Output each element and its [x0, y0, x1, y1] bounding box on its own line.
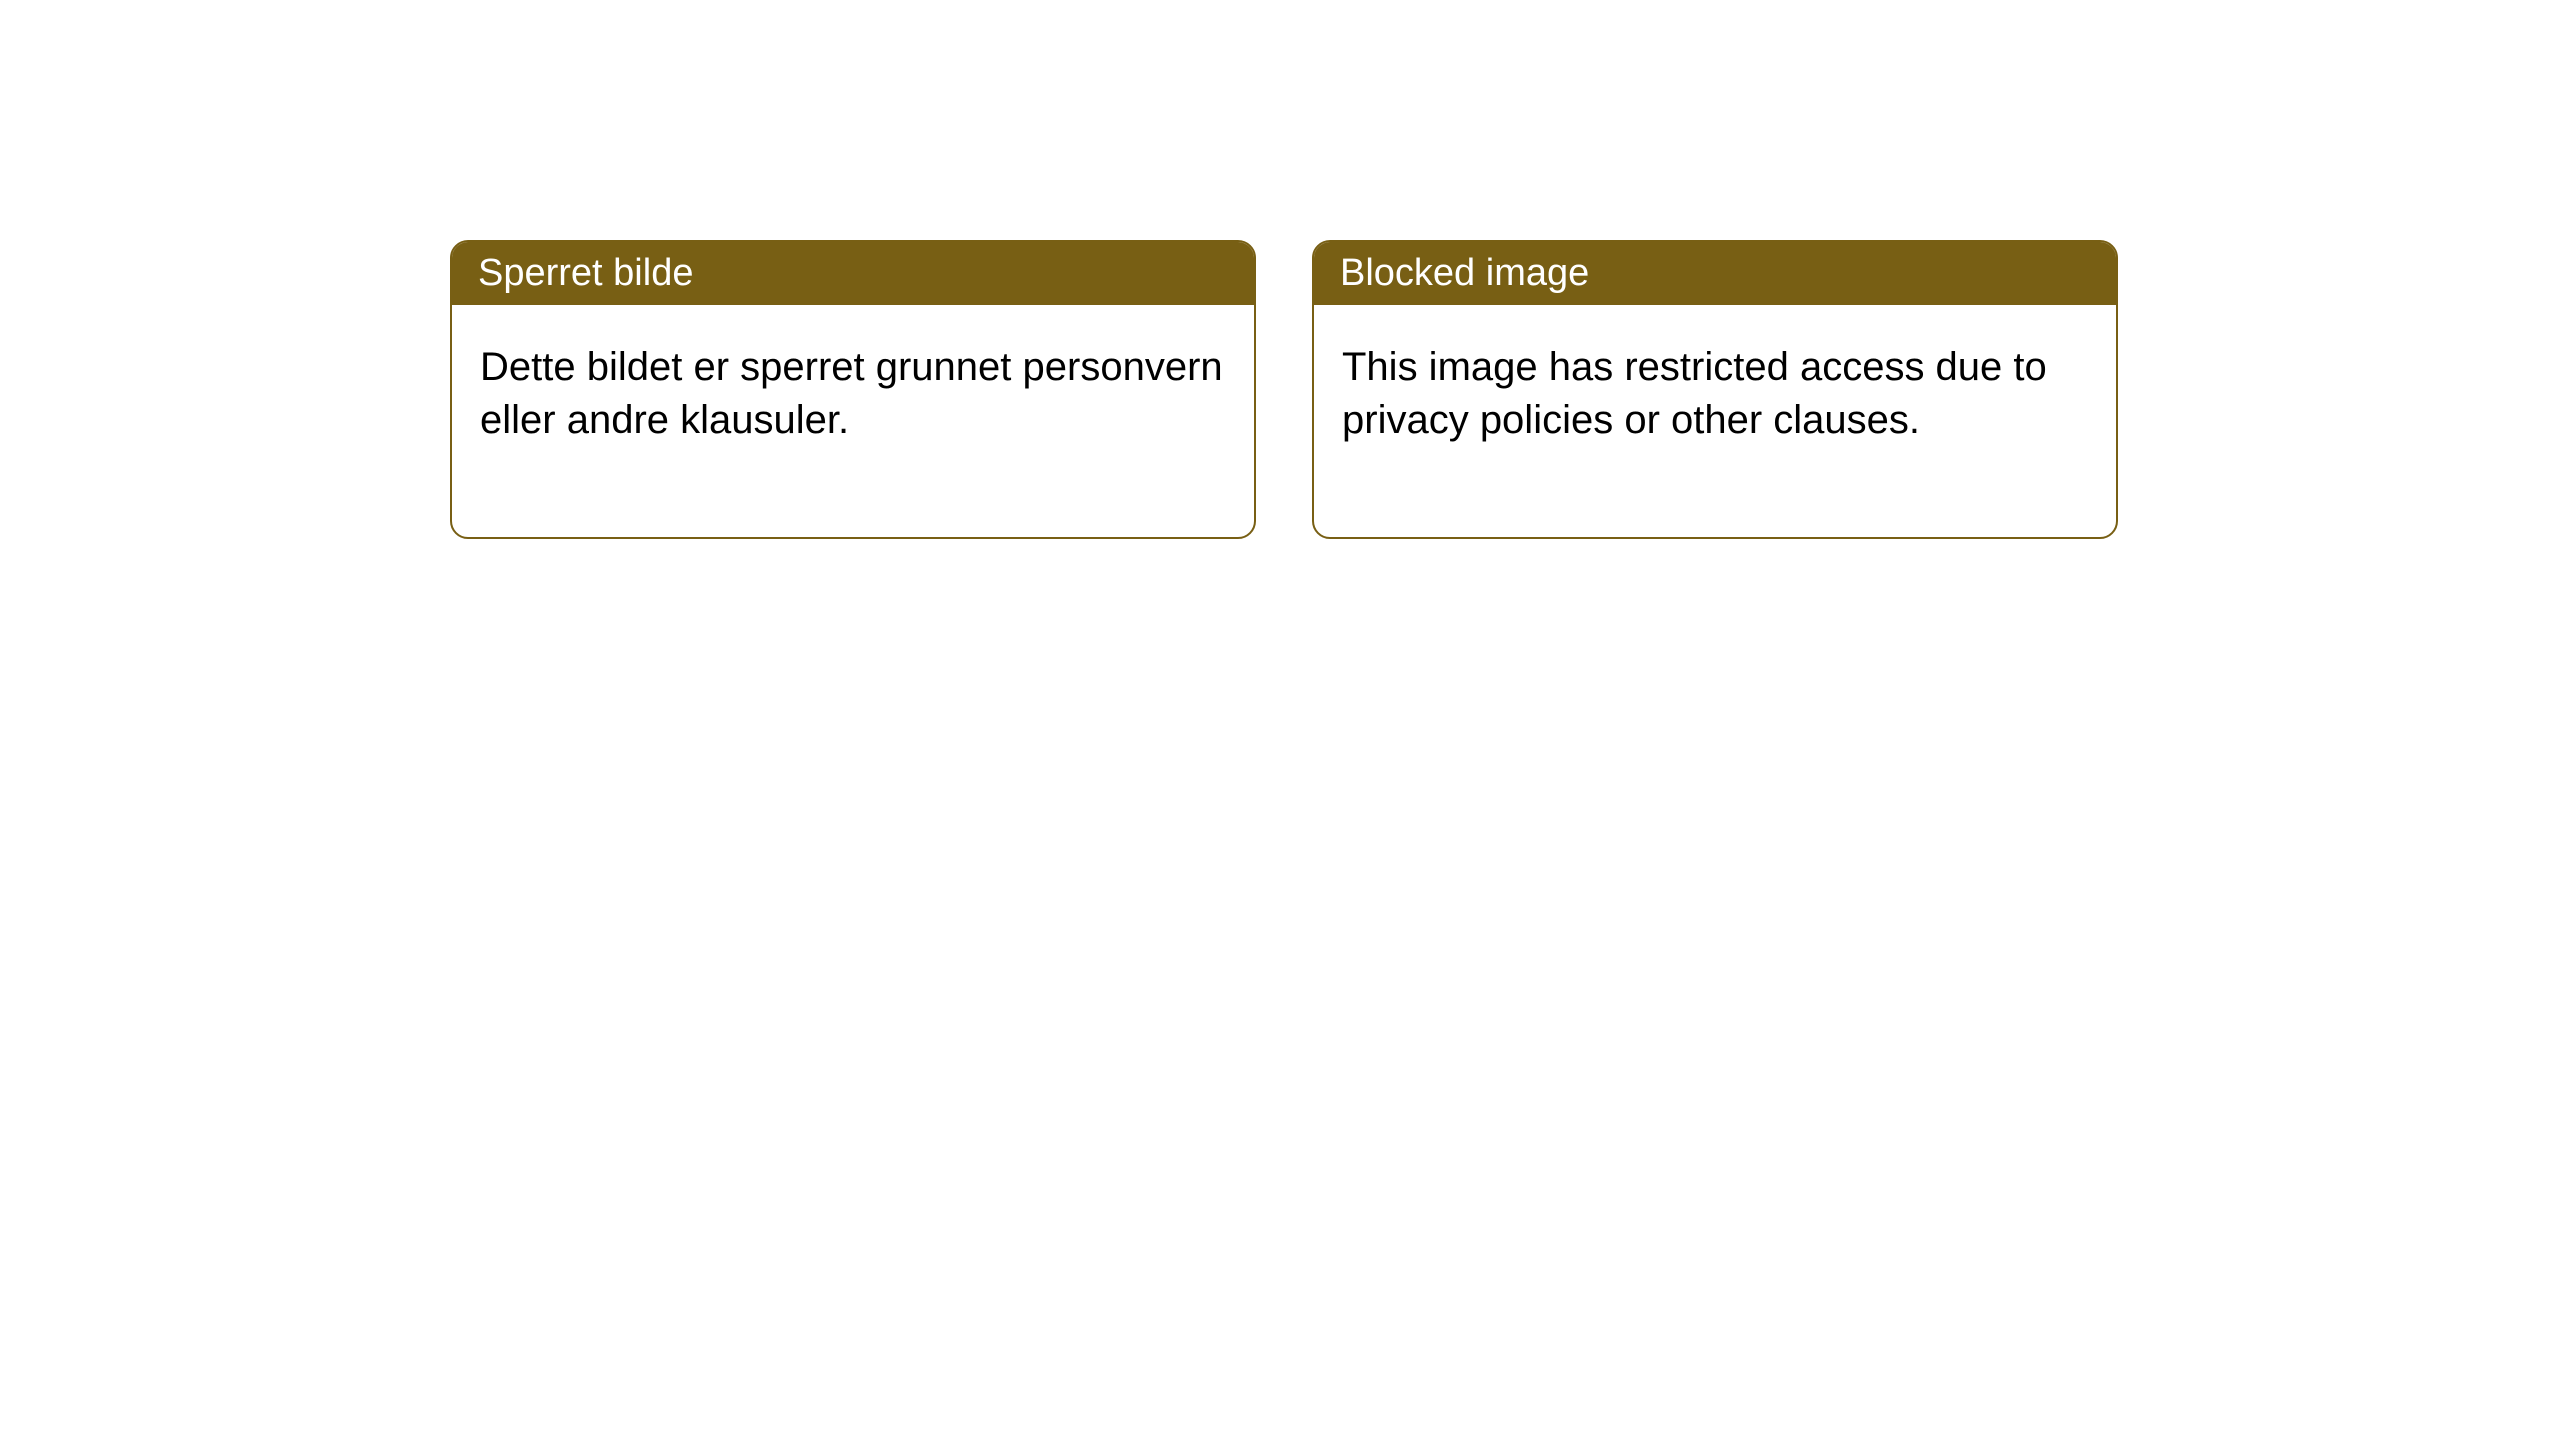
blocked-image-card-en: Blocked image This image has restricted … — [1312, 240, 2118, 539]
card-header: Blocked image — [1314, 242, 2116, 305]
blocked-image-card-no: Sperret bilde Dette bildet er sperret gr… — [450, 240, 1256, 539]
card-title: Sperret bilde — [478, 252, 693, 294]
card-body: Dette bildet er sperret grunnet personve… — [452, 305, 1254, 537]
notice-cards-container: Sperret bilde Dette bildet er sperret gr… — [0, 0, 2560, 539]
card-header: Sperret bilde — [452, 242, 1254, 305]
card-body-text: This image has restricted access due to … — [1342, 345, 2047, 442]
card-body-text: Dette bildet er sperret grunnet personve… — [480, 345, 1223, 442]
card-body: This image has restricted access due to … — [1314, 305, 2116, 537]
card-title: Blocked image — [1340, 252, 1589, 294]
